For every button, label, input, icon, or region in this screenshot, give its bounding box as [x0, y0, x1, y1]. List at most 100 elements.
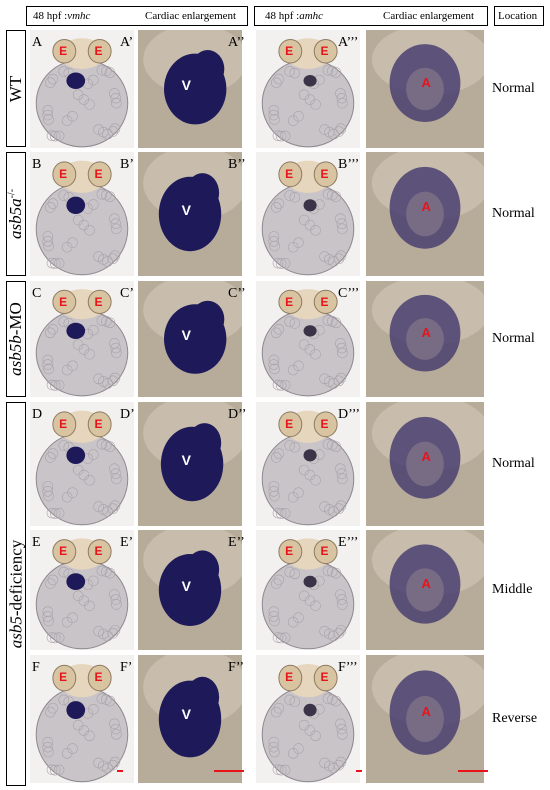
- header-amhc: 48 hpf :amhc Cardiac enlargement: [254, 6, 488, 26]
- panel-image: [366, 655, 484, 783]
- atrium-label: A: [421, 449, 431, 465]
- eye-label: E: [59, 44, 68, 59]
- panel-image: [256, 530, 360, 650]
- panel-image: [138, 530, 242, 650]
- panel-ap: V: [138, 30, 242, 148]
- row-label-asb5a-text: asb5a-/-: [6, 188, 26, 240]
- panel-cppp: A: [366, 281, 484, 397]
- panel-label: D’’’: [338, 407, 361, 422]
- panel-label: F: [32, 660, 40, 675]
- header-amhc-gene: amhc: [299, 10, 324, 22]
- header-vmhc-gene: vmhc: [67, 10, 91, 22]
- panel-label: C’’: [228, 286, 246, 301]
- location-value: Normal: [492, 331, 535, 346]
- eye-label: E: [320, 294, 329, 309]
- panel-label: E’’: [228, 535, 245, 550]
- panel-label: D: [32, 407, 43, 422]
- panel-fp: V: [138, 655, 242, 783]
- eye-label: E: [285, 670, 294, 685]
- panel-ep: V: [138, 530, 242, 650]
- row-label-asb5-deficiency: asb5-deficiency: [6, 402, 26, 786]
- atrium-label: A: [421, 703, 431, 719]
- panel-label: B’: [120, 157, 134, 172]
- eye-label: E: [59, 544, 68, 559]
- panel-label: B’’’: [338, 157, 360, 172]
- eye-label: E: [320, 544, 329, 559]
- row-label-asb5a: asb5a-/-: [6, 152, 26, 276]
- panel-label: E’: [120, 535, 134, 550]
- panel-image: [30, 152, 134, 276]
- location-value: Normal: [492, 456, 535, 471]
- eye-label: E: [59, 416, 68, 431]
- eye-label: E: [94, 44, 103, 59]
- eye-label: E: [285, 416, 294, 431]
- panel-cp: V: [138, 281, 242, 397]
- panel-label: E’’’: [338, 535, 359, 550]
- header-vmhc: 48 hpf :vmhc Cardiac enlargement: [26, 6, 248, 26]
- panel-image: [256, 281, 360, 397]
- panel-label: E: [32, 535, 41, 550]
- eye-label: E: [94, 294, 103, 309]
- panel-image: [366, 530, 484, 650]
- panel-label: A’’: [228, 35, 245, 50]
- panel-eppp: A: [366, 530, 484, 650]
- eye-label: E: [59, 294, 68, 309]
- header-cardiac-2: Cardiac enlargement: [383, 10, 475, 22]
- scale-bar: [356, 770, 362, 772]
- panel-image: [256, 30, 360, 148]
- panel-image: [30, 530, 134, 650]
- panel-label: B: [32, 157, 42, 172]
- atrium-label: A: [421, 199, 431, 215]
- panel-image: [138, 655, 242, 783]
- atrium-label: A: [421, 325, 431, 341]
- eye-label: E: [320, 416, 329, 431]
- scale-bar: [458, 770, 488, 772]
- eye-label: E: [285, 44, 294, 59]
- panel-image: [30, 281, 134, 397]
- panel-label: F’’’: [338, 660, 358, 675]
- panel-bppp: A: [366, 152, 484, 276]
- atrium-label: A: [421, 74, 431, 90]
- ventricle-label: V: [181, 578, 192, 594]
- ventricle-label: V: [181, 327, 192, 344]
- header-location-label: Location: [498, 10, 538, 22]
- eye-label: E: [320, 670, 329, 685]
- row-label-asb5b-text: asb5b-MO: [6, 302, 25, 376]
- panel-image: [366, 30, 484, 148]
- panel-label: A’: [120, 35, 134, 50]
- atrium-label: A: [421, 575, 431, 591]
- panel-dppp: A: [366, 402, 484, 526]
- ventricle-label: V: [181, 201, 192, 218]
- eye-label: E: [285, 166, 294, 181]
- eye-label: E: [59, 166, 68, 181]
- panel-label: B’’: [228, 157, 246, 172]
- eye-label: E: [285, 294, 294, 309]
- eye-label: E: [59, 670, 68, 685]
- panel-label: C’: [120, 286, 134, 301]
- scale-bar: [117, 770, 123, 772]
- panel-label: D’’: [228, 407, 247, 422]
- panel-label: C: [32, 286, 42, 301]
- panel-fppp: A: [366, 655, 484, 783]
- panel-label: C’’’: [338, 286, 360, 301]
- location-value: Normal: [492, 81, 535, 96]
- eye-label: E: [320, 166, 329, 181]
- row-label-asb5-text: asb5-deficiency: [6, 539, 26, 649]
- panel-label: D’: [120, 407, 135, 422]
- eye-label: E: [94, 416, 103, 431]
- ventricle-label: V: [181, 706, 192, 723]
- row-label-wt: WT: [6, 30, 26, 147]
- row-label-asb5b-mo: asb5b-MO: [6, 281, 26, 397]
- panel-image: [30, 30, 134, 148]
- location-value: Normal: [492, 206, 535, 221]
- panel-bp: V: [138, 152, 242, 276]
